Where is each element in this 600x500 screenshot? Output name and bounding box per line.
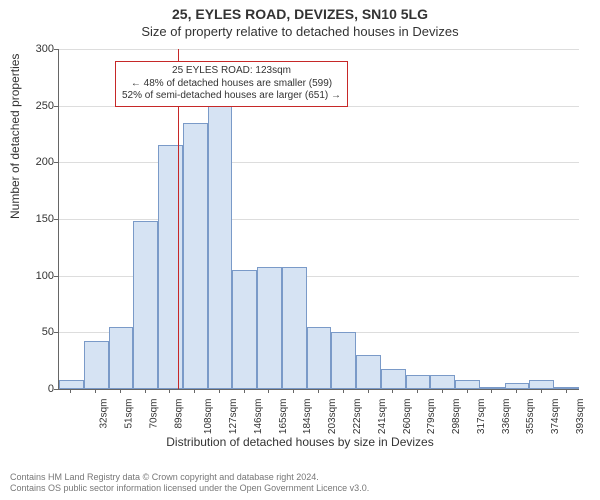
- gridline: [59, 49, 579, 50]
- histogram-bar: [208, 85, 233, 389]
- x-tick-label: 393sqm: [575, 399, 586, 435]
- x-tick-label: 89sqm: [173, 399, 184, 429]
- x-tick-mark: [268, 389, 269, 393]
- x-tick-label: 184sqm: [303, 399, 314, 435]
- histogram-bar: [430, 375, 455, 389]
- plot-area: 25 EYLES ROAD: 123sqm← 48% of detached h…: [58, 49, 579, 390]
- histogram-bar: [84, 341, 109, 389]
- x-tick-mark: [169, 389, 170, 393]
- y-tick-label: 250: [14, 100, 54, 112]
- annotation-line: ← 48% of detached houses are smaller (59…: [122, 78, 341, 91]
- x-tick-label: 317sqm: [476, 399, 487, 435]
- x-tick-label: 336sqm: [501, 399, 512, 435]
- x-tick-mark: [293, 389, 294, 393]
- annotation-line: 25 EYLES ROAD: 123sqm: [122, 65, 341, 78]
- x-tick-label: 374sqm: [550, 399, 561, 435]
- y-tick-label: 50: [14, 326, 54, 338]
- x-tick-label: 32sqm: [99, 399, 110, 429]
- annotation-line: 52% of semi-detached houses are larger (…: [122, 90, 341, 103]
- histogram-bar: [381, 369, 406, 389]
- histogram-bar: [109, 327, 134, 389]
- x-tick-label: 298sqm: [451, 399, 462, 435]
- x-tick-label: 51sqm: [124, 399, 135, 429]
- y-tick-mark: [54, 162, 58, 163]
- x-tick-mark: [467, 389, 468, 393]
- histogram-bar: [331, 332, 356, 389]
- y-tick-mark: [54, 389, 58, 390]
- x-tick-mark: [70, 389, 71, 393]
- histogram-bar: [554, 387, 579, 389]
- x-tick-label: 355sqm: [525, 399, 536, 435]
- y-tick-mark: [54, 219, 58, 220]
- annotation-box: 25 EYLES ROAD: 123sqm← 48% of detached h…: [115, 61, 348, 107]
- histogram-bar: [133, 221, 158, 389]
- histogram-bar: [183, 123, 208, 389]
- x-axis-label: Distribution of detached houses by size …: [0, 435, 600, 449]
- y-tick-label: 100: [14, 270, 54, 282]
- histogram-bar: [232, 270, 257, 389]
- x-tick-mark: [194, 389, 195, 393]
- x-tick-mark: [417, 389, 418, 393]
- x-tick-label: 279sqm: [426, 399, 437, 435]
- x-tick-mark: [244, 389, 245, 393]
- y-tick-label: 0: [14, 383, 54, 395]
- footer-line: Contains HM Land Registry data © Crown c…: [10, 472, 369, 483]
- y-tick-label: 150: [14, 213, 54, 225]
- x-tick-mark: [318, 389, 319, 393]
- x-tick-mark: [120, 389, 121, 393]
- chart-container: Number of detached properties 25 EYLES R…: [0, 39, 600, 449]
- x-tick-label: 108sqm: [204, 399, 215, 435]
- x-tick-label: 203sqm: [327, 399, 338, 435]
- y-tick-mark: [54, 49, 58, 50]
- x-tick-label: 165sqm: [278, 399, 289, 435]
- page-title: 25, EYLES ROAD, DEVIZES, SN10 5LG: [0, 6, 600, 22]
- histogram-bar: [257, 267, 282, 389]
- histogram-bar: [455, 380, 480, 389]
- histogram-bar: [59, 380, 84, 389]
- x-tick-mark: [491, 389, 492, 393]
- y-tick-mark: [54, 106, 58, 107]
- histogram-bar: [356, 355, 381, 389]
- histogram-bar: [406, 375, 431, 389]
- footer-attribution: Contains HM Land Registry data © Crown c…: [10, 472, 369, 494]
- x-tick-mark: [145, 389, 146, 393]
- gridline: [59, 162, 579, 163]
- histogram-bar: [282, 267, 307, 389]
- x-tick-mark: [95, 389, 96, 393]
- x-tick-mark: [219, 389, 220, 393]
- x-tick-label: 146sqm: [253, 399, 264, 435]
- x-tick-label: 70sqm: [148, 399, 159, 429]
- footer-line: Contains OS public sector information li…: [10, 483, 369, 494]
- y-tick-mark: [54, 276, 58, 277]
- x-tick-mark: [566, 389, 567, 393]
- gridline: [59, 219, 579, 220]
- histogram-bar: [158, 145, 183, 389]
- y-tick-label: 300: [14, 43, 54, 55]
- y-axis-label: Number of detached properties: [8, 54, 22, 219]
- histogram-bar: [307, 327, 332, 389]
- x-tick-mark: [368, 389, 369, 393]
- histogram-bar: [529, 380, 554, 389]
- x-tick-mark: [442, 389, 443, 393]
- x-tick-label: 260sqm: [402, 399, 413, 435]
- y-tick-mark: [54, 332, 58, 333]
- x-tick-label: 127sqm: [228, 399, 239, 435]
- x-tick-mark: [516, 389, 517, 393]
- x-tick-label: 241sqm: [377, 399, 388, 435]
- x-tick-mark: [392, 389, 393, 393]
- page-subtitle: Size of property relative to detached ho…: [0, 24, 600, 39]
- x-tick-mark: [541, 389, 542, 393]
- y-tick-label: 200: [14, 156, 54, 168]
- x-tick-mark: [343, 389, 344, 393]
- x-tick-label: 222sqm: [352, 399, 363, 435]
